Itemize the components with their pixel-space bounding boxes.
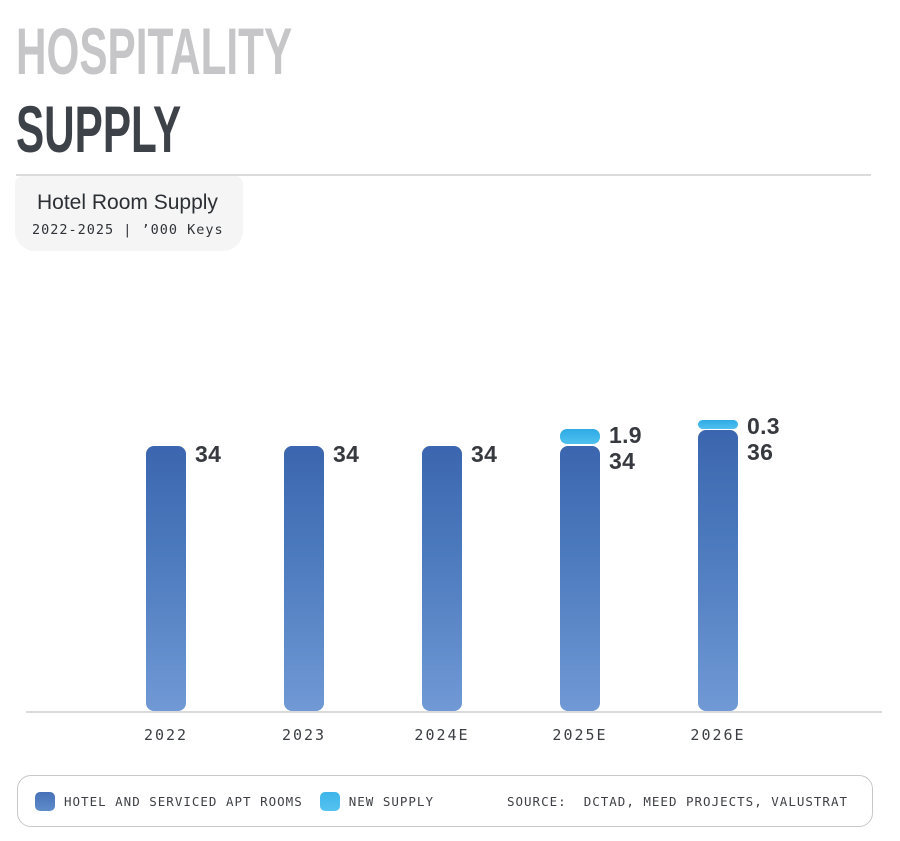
x-axis-label-2023: 2023 <box>281 726 327 744</box>
value-label-new-supply-2025E: 1.9 <box>609 422 642 449</box>
legend-item-hotel-rooms: HOTEL AND SERVICED APT ROOMS <box>35 791 303 811</box>
x-axis-label-2025E: 2025E <box>552 726 608 744</box>
bar-2026E <box>698 430 738 711</box>
value-label-new-supply-2026E: 0.3 <box>747 412 780 439</box>
page-title-line-1: HOSPITALITY <box>16 14 293 88</box>
value-label-2024E: 34 <box>471 440 498 467</box>
bar-2023 <box>284 445 324 711</box>
x-axis-line <box>26 711 882 713</box>
value-label-2025E: 34 <box>609 448 636 475</box>
legend-label-new-supply: NEW SUPPLY <box>348 793 434 809</box>
bar-new-supply-2025E <box>560 429 600 445</box>
bar-new-supply-2026E <box>698 419 738 429</box>
x-axis-label-2026E: 2026E <box>690 726 746 744</box>
legend-footer: HOTEL AND SERVICED APT ROOMS NEW SUPPLY … <box>17 775 873 827</box>
legend-item-new-supply: NEW SUPPLY <box>319 791 434 811</box>
title-divider <box>16 174 871 176</box>
value-label-2026E: 36 <box>747 438 774 465</box>
bar-2022 <box>146 445 186 711</box>
chart-period-units: 2022-2025 | ’000 Keys <box>32 222 224 238</box>
value-label-2023: 34 <box>333 440 360 467</box>
chart-subtitle-card: Hotel Room Supply 2022-2025 | ’000 Keys <box>15 176 243 251</box>
page-title-line-2: SUPPLY <box>16 92 182 166</box>
legend-swatch-new-supply <box>319 791 340 811</box>
value-label-2022: 34 <box>195 440 222 467</box>
x-axis-label-2022: 2022 <box>143 726 189 744</box>
bar-2024E <box>422 445 462 711</box>
x-axis-label-2024E: 2024E <box>414 726 470 744</box>
bar-2025E <box>560 445 600 711</box>
source-text: SOURCE: DCTAD, MEED PROJECTS, VALUSTRAT <box>506 793 848 809</box>
legend-label-hotel-rooms: HOTEL AND SERVICED APT ROOMS <box>64 793 303 809</box>
legend-swatch-hotel-rooms <box>35 791 55 811</box>
chart-title: Hotel Room Supply <box>37 191 218 214</box>
